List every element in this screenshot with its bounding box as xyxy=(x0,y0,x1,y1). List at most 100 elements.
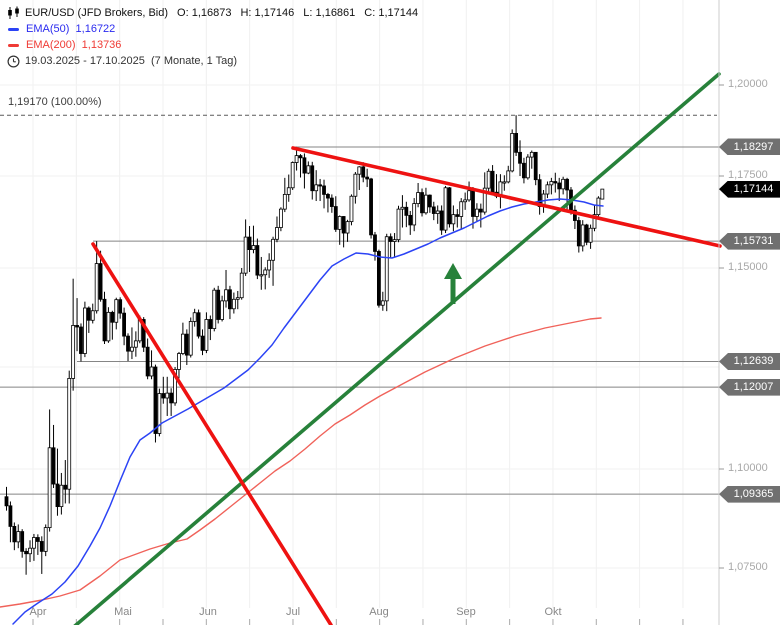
candle xyxy=(467,190,471,201)
candle xyxy=(459,201,464,217)
candle xyxy=(59,484,64,508)
candle xyxy=(525,156,530,179)
ema50-swatch-icon xyxy=(8,27,19,31)
candle xyxy=(271,238,275,261)
clock-icon xyxy=(6,54,21,68)
price-badge: 1,18297 xyxy=(719,138,780,156)
candle xyxy=(447,187,452,225)
candle xyxy=(259,274,264,277)
candle xyxy=(380,300,385,306)
candle xyxy=(357,166,362,175)
ema200-value: 1,13736 xyxy=(81,39,122,51)
candle xyxy=(400,206,405,210)
candle xyxy=(314,184,319,192)
legend-ema200: EMA(200) 1,13736 xyxy=(6,37,418,53)
candle xyxy=(110,311,115,323)
candle xyxy=(408,214,413,226)
candle xyxy=(290,162,295,189)
candle xyxy=(561,178,566,190)
candle xyxy=(94,263,99,312)
ohlc-values: O: 1,16873 H: 1,17146 L: 1,16861 C: 1,17144 xyxy=(168,5,418,21)
candle xyxy=(412,203,417,226)
candle xyxy=(502,181,507,184)
candle xyxy=(39,541,44,552)
candle xyxy=(35,537,40,542)
candle xyxy=(420,192,424,214)
candle xyxy=(439,210,444,231)
candle xyxy=(576,220,581,247)
candle xyxy=(263,269,268,276)
candle xyxy=(310,165,315,192)
fibonacci-level-label: 1,19170 (100.00%) xyxy=(8,96,102,108)
candle xyxy=(282,193,287,210)
candle xyxy=(126,335,130,352)
candle xyxy=(8,505,13,527)
candle xyxy=(396,208,401,241)
candle xyxy=(204,319,209,351)
candle xyxy=(122,312,126,337)
candle xyxy=(216,289,221,320)
month-label: Okt xyxy=(544,606,562,618)
candle xyxy=(251,245,256,251)
month-label: Mai xyxy=(114,606,132,618)
candle xyxy=(537,179,542,207)
candle xyxy=(71,325,76,379)
candle xyxy=(584,224,589,243)
candle xyxy=(149,366,154,377)
candle xyxy=(424,194,428,214)
candle xyxy=(12,526,17,543)
candle xyxy=(86,307,91,321)
candle xyxy=(51,447,56,485)
candle xyxy=(463,199,468,203)
up-arrow-icon xyxy=(444,263,462,279)
candle xyxy=(28,547,32,555)
axis-tick-label: 1,07500 xyxy=(728,561,768,573)
candle xyxy=(98,263,103,300)
candle xyxy=(141,319,146,348)
candle xyxy=(510,133,515,172)
axis-tick-label: 1,15000 xyxy=(728,261,768,273)
candle xyxy=(90,310,95,321)
price-badge: 1,15731 xyxy=(719,232,780,250)
ema200-label: EMA(200) xyxy=(26,39,76,51)
candle xyxy=(345,221,350,234)
candle xyxy=(286,187,291,195)
price-badge: 1,17144 xyxy=(719,180,780,198)
candle xyxy=(20,531,25,552)
month-label: Sep xyxy=(456,606,476,618)
candle xyxy=(4,496,9,507)
candle xyxy=(549,181,554,186)
candle xyxy=(24,550,29,555)
candle xyxy=(106,311,111,342)
candle xyxy=(486,170,491,189)
candle xyxy=(322,185,326,195)
candle xyxy=(196,312,201,337)
candle xyxy=(67,378,72,490)
candle xyxy=(404,206,409,216)
candle xyxy=(16,531,21,543)
candle xyxy=(373,234,377,252)
candle xyxy=(161,393,166,399)
candle xyxy=(337,216,342,230)
candle xyxy=(329,197,334,207)
ema50-value: 1,16722 xyxy=(75,23,116,35)
candle xyxy=(208,319,213,329)
candle xyxy=(228,289,232,310)
candle xyxy=(518,151,522,164)
candle xyxy=(157,393,162,434)
candle xyxy=(392,239,397,242)
candle xyxy=(388,236,393,242)
candle xyxy=(55,483,60,508)
candle xyxy=(557,182,562,190)
candle xyxy=(278,208,283,228)
candle xyxy=(588,227,593,243)
candle xyxy=(294,155,299,163)
candle xyxy=(63,484,68,490)
candle xyxy=(247,236,252,250)
high-value: H: 1,17146 xyxy=(240,7,295,19)
chart-title: EUR/USD (JFD Brokers, Bid) xyxy=(25,7,169,19)
legend-ema50: EMA(50) 1,16722 xyxy=(6,21,418,37)
month-label: Apr xyxy=(29,606,47,618)
